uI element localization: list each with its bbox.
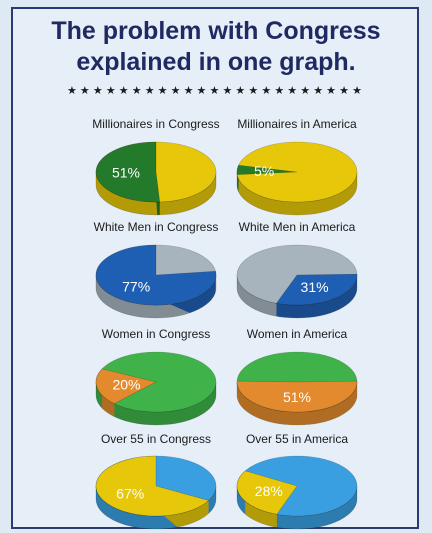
pie-label-millionaires-america: 5% (254, 163, 274, 179)
pie-slice-highlight-over55-congress (95, 455, 210, 517)
pie-side-highlight-white-men-america (276, 275, 357, 318)
pie-slice-highlight-women-congress (95, 368, 157, 404)
pie-women-america: 51% (236, 351, 358, 426)
pie-slice-highlight-millionaires-congress (95, 141, 161, 203)
pie-side-highlight-over55-congress (156, 486, 209, 529)
pie-white-men-congress: 77% (95, 244, 217, 319)
pie-label-over55-america: 28% (255, 483, 283, 499)
pie-slice-highlight-over55-america (236, 470, 298, 515)
chart-title-millionaires-america: Millionaires in America (237, 117, 357, 131)
chart-title-women-congress: Women in Congress (101, 327, 211, 341)
pie-women-congress: 20% (95, 351, 217, 426)
chart-title-over55-america: Over 55 in America (245, 432, 349, 446)
pie-white-men-america: 31% (236, 244, 358, 319)
pie-millionaires-america: 5% (236, 141, 358, 216)
pie-slice-highlight-white-men-congress (95, 244, 217, 306)
pie-label-millionaires-congress: 51% (112, 164, 140, 180)
pie-label-women-congress: 20% (112, 377, 140, 393)
star-divider: ★★★★★★★★★★★★★★★★★★★★★★★ (66, 85, 366, 97)
pie-label-white-men-congress: 77% (122, 278, 150, 294)
pie-side-highlight-women-america (237, 382, 357, 425)
pie-label-women-america: 51% (283, 389, 311, 405)
chart-title-white-men-america: White Men in America (238, 220, 356, 234)
pie-label-over55-congress: 67% (116, 486, 144, 502)
pie-label-white-men-america: 31% (301, 279, 329, 295)
infographic-title: The problem with Congress explained in o… (0, 16, 432, 78)
pie-side-highlight-over55-america (245, 486, 297, 529)
chart-title-millionaires-congress: Millionaires in Congress (92, 117, 220, 131)
pie-slice-highlight-millionaires-america (236, 164, 298, 175)
chart-title-white-men-congress: White Men in Congress (93, 220, 219, 234)
chart-title-women-america: Women in America (246, 327, 348, 341)
pie-over55-america: 28% (236, 455, 358, 530)
title-line-2: explained in one graph. (76, 48, 356, 76)
pie-slice-highlight-women-america (236, 380, 358, 413)
pie-side-highlight-white-men-congress (156, 275, 216, 318)
pie-millionaires-congress: 51% (95, 141, 217, 216)
title-line-1: The problem with Congress (51, 17, 381, 45)
chart-title-over55-congress: Over 55 in Congress (100, 432, 212, 446)
pie-slice-highlight-white-men-america (275, 273, 358, 306)
pie-over55-congress: 67% (95, 455, 217, 530)
